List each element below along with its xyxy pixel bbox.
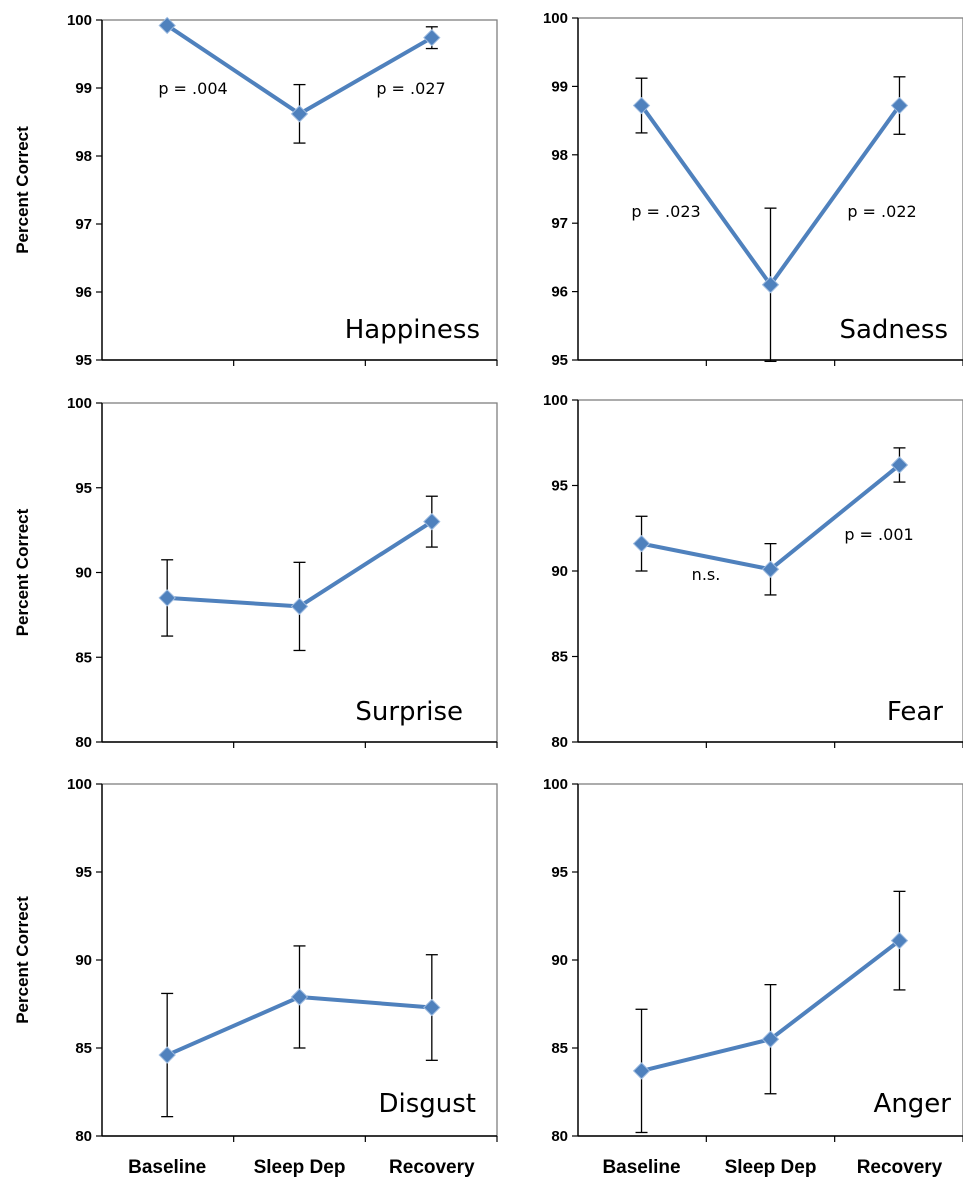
panel-title: Fear: [887, 697, 943, 727]
data-point: [158, 1046, 176, 1064]
data-point: [290, 597, 309, 616]
data-point: [890, 456, 909, 474]
panel-disgust: 80 85 90 95 100 Percent Correct Disgust Baselin…: [13, 776, 498, 1178]
y-tick-label: 95: [551, 352, 568, 369]
data-point: [890, 96, 909, 115]
x-category-label: Recovery: [389, 1157, 475, 1178]
panel-happiness: 95 96 97 98 99 100 Percent Correct Happiness p =…: [13, 12, 498, 369]
data-point: [423, 998, 441, 1017]
significance-annotation: p = .022: [847, 202, 916, 221]
x-category-label: Baseline: [602, 1157, 680, 1178]
y-tick-label: 95: [75, 864, 92, 881]
data-point: [761, 276, 780, 294]
y-tick-label: 98: [551, 147, 568, 164]
y-tick-label: 100: [543, 392, 568, 409]
data-point: [290, 988, 309, 1006]
y-tick-label: 99: [551, 78, 568, 95]
y-tick-label: 85: [75, 649, 92, 666]
y-tick-label: 96: [75, 284, 92, 301]
panel-title: Surprise: [355, 697, 463, 727]
panel-title: Anger: [874, 1089, 952, 1119]
y-tick-label: 95: [551, 478, 568, 495]
y-tick-label: 85: [75, 1040, 92, 1057]
panel-title: Sadness: [839, 315, 948, 345]
panel-title: Happiness: [345, 315, 480, 345]
y-axis-title: Percent Correct: [13, 896, 32, 1024]
y-tick-label: 100: [67, 395, 92, 412]
data-point: [890, 931, 909, 950]
y-tick-label: 100: [543, 776, 568, 793]
data-point: [158, 16, 176, 35]
y-tick-label: 96: [551, 284, 568, 301]
panel-surprise: 80 85 90 95 100 Percent Correct Surprise: [13, 395, 498, 751]
y-tick-label: 98: [75, 148, 92, 165]
significance-annotation: p = .027: [376, 79, 445, 98]
y-tick-label: 95: [75, 352, 92, 369]
y-tick-label: 97: [75, 216, 92, 233]
y-tick-label: 100: [543, 10, 568, 27]
data-point: [423, 512, 441, 531]
significance-annotation: p = .023: [631, 202, 700, 221]
data-point: [632, 96, 651, 115]
y-tick-label: 99: [75, 80, 92, 97]
y-tick-label: 85: [551, 1040, 568, 1057]
y-tick-label: 80: [551, 1128, 568, 1145]
significance-annotation: n.s.: [692, 565, 721, 584]
data-point: [761, 560, 780, 578]
panel-sadness: 95 96 97 98 99 100 Sadness p = .023 p = .022: [543, 10, 963, 369]
data-point: [158, 589, 176, 607]
y-tick-label: 90: [75, 952, 92, 969]
y-tick-label: 85: [551, 649, 568, 666]
x-category-label: Sleep Dep: [725, 1157, 817, 1178]
y-tick-label: 90: [551, 563, 568, 580]
y-tick-label: 100: [67, 776, 92, 793]
y-tick-label: 97: [551, 215, 568, 232]
y-tick-label: 95: [75, 480, 92, 497]
data-point: [423, 28, 441, 47]
x-category-label: Baseline: [128, 1157, 206, 1178]
plot-frame: [101, 19, 498, 361]
x-category-label: Recovery: [857, 1157, 943, 1178]
y-tick-label: 95: [551, 864, 568, 881]
y-tick-label: 80: [75, 1128, 92, 1145]
y-axis-title: Percent Correct: [13, 126, 32, 254]
data-point: [290, 105, 309, 123]
data-point: [632, 1062, 651, 1080]
significance-annotation: p = .004: [158, 79, 227, 98]
data-point: [632, 534, 651, 553]
y-tick-label: 90: [551, 952, 568, 969]
y-tick-label: 80: [551, 734, 568, 751]
panel-title: Disgust: [378, 1089, 476, 1119]
x-category-label: Sleep Dep: [254, 1157, 346, 1178]
y-tick-label: 80: [75, 734, 92, 751]
data-point: [761, 1030, 780, 1048]
y-axis-title: Percent Correct: [13, 508, 32, 636]
y-tick-label: 100: [67, 12, 92, 29]
significance-annotation: p = .001: [844, 525, 913, 544]
panel-fear: 80 85 90 95 100 Fear n.s. p = .001: [543, 392, 963, 751]
panel-anger: 80 85 90 95 100 Anger Baseline Sleep Dep Recover…: [543, 776, 963, 1178]
y-tick-label: 90: [75, 565, 92, 582]
